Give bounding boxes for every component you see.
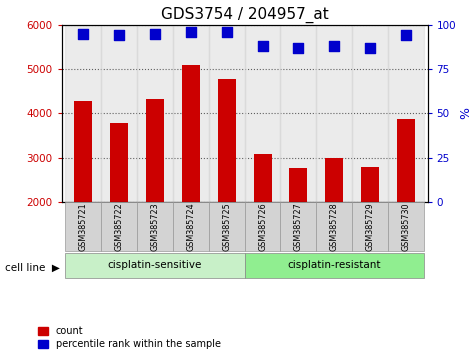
FancyBboxPatch shape: [245, 202, 280, 251]
FancyBboxPatch shape: [101, 202, 137, 251]
Text: GSM385724: GSM385724: [186, 202, 195, 251]
Bar: [146, 99, 164, 290]
Bar: [280, 25, 316, 202]
Point: [115, 33, 123, 38]
Text: cell line  ▶: cell line ▶: [5, 262, 60, 272]
Bar: [289, 168, 307, 290]
Point: [79, 31, 87, 36]
Text: GSM385722: GSM385722: [114, 202, 124, 251]
Bar: [74, 101, 92, 290]
FancyBboxPatch shape: [388, 202, 424, 251]
Legend: count, percentile rank within the sample: count, percentile rank within the sample: [38, 326, 220, 349]
Bar: [66, 25, 101, 202]
Bar: [245, 25, 280, 202]
Bar: [316, 25, 352, 202]
Text: GSM385725: GSM385725: [222, 202, 231, 251]
Bar: [182, 65, 200, 290]
Point: [259, 43, 266, 49]
Text: GSM385727: GSM385727: [294, 202, 303, 251]
Bar: [254, 154, 272, 290]
FancyBboxPatch shape: [173, 202, 209, 251]
Point: [223, 29, 230, 35]
Bar: [218, 79, 236, 290]
Point: [331, 43, 338, 49]
FancyBboxPatch shape: [66, 253, 245, 278]
Bar: [110, 123, 128, 290]
FancyBboxPatch shape: [316, 202, 352, 251]
Bar: [361, 167, 379, 290]
FancyBboxPatch shape: [352, 202, 388, 251]
FancyBboxPatch shape: [245, 253, 424, 278]
Bar: [101, 25, 137, 202]
Text: GSM385723: GSM385723: [151, 202, 160, 251]
FancyBboxPatch shape: [137, 202, 173, 251]
Point: [187, 29, 195, 35]
Title: GDS3754 / 204957_at: GDS3754 / 204957_at: [161, 7, 329, 23]
Bar: [173, 25, 209, 202]
Text: GSM385729: GSM385729: [366, 202, 375, 251]
Text: GSM385728: GSM385728: [330, 202, 339, 251]
Point: [402, 33, 410, 38]
Bar: [397, 119, 415, 290]
Point: [366, 45, 374, 51]
Text: cisplatin-sensitive: cisplatin-sensitive: [108, 260, 202, 270]
Y-axis label: %: %: [459, 107, 472, 119]
Text: GSM385721: GSM385721: [79, 202, 88, 251]
Text: GSM385730: GSM385730: [401, 202, 410, 251]
Point: [151, 31, 159, 36]
Bar: [352, 25, 388, 202]
Bar: [209, 25, 245, 202]
FancyBboxPatch shape: [209, 202, 245, 251]
Bar: [388, 25, 424, 202]
Text: GSM385726: GSM385726: [258, 202, 267, 251]
Bar: [137, 25, 173, 202]
FancyBboxPatch shape: [66, 202, 101, 251]
FancyBboxPatch shape: [280, 202, 316, 251]
Text: cisplatin-resistant: cisplatin-resistant: [287, 260, 381, 270]
Bar: [325, 158, 343, 290]
Point: [294, 45, 302, 51]
